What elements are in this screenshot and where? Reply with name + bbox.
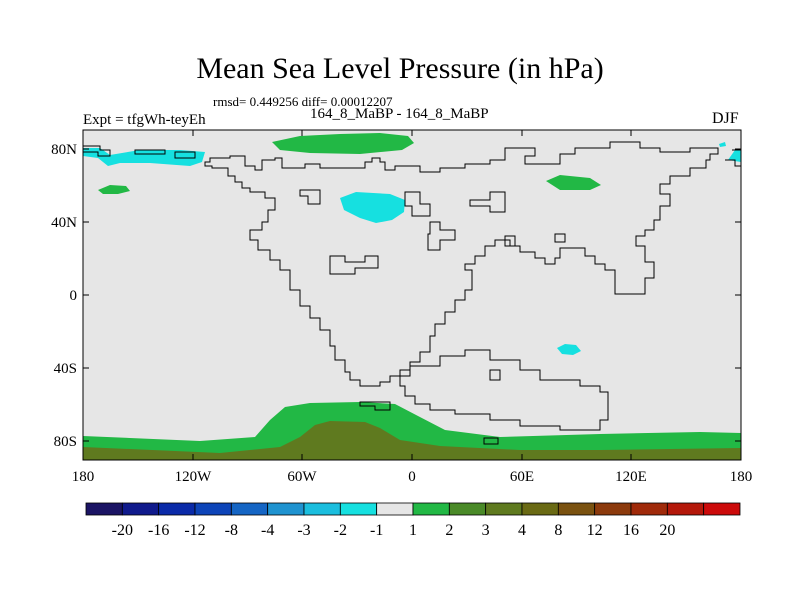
season-label: DJF (712, 110, 739, 127)
coastline-inner-5 (469, 191, 506, 213)
coastline-south-inner (489, 369, 501, 381)
green-anomaly-north (272, 133, 414, 154)
cyan-anomaly-east (728, 150, 741, 162)
colorbar-label: 4 (518, 522, 526, 539)
lon-label-60w: 60W (287, 469, 317, 485)
experiment-label: Expt = tfgWh-teyEh (83, 112, 206, 128)
colorbar-label: 16 (623, 522, 639, 539)
colorbar-swatch (85, 502, 123, 516)
coastline-inner-2 (404, 191, 431, 217)
colorbar-label: -2 (334, 522, 347, 539)
colorbar-label: -12 (184, 522, 205, 539)
coastline-inner-7 (554, 233, 566, 243)
pressure-anomaly-fills (83, 133, 741, 460)
lat-label-0: 0 (70, 288, 78, 304)
lon-label-180w: 180 (72, 469, 95, 485)
cyan-anomaly-south (557, 344, 581, 355)
colorbar-label: -8 (225, 522, 238, 539)
colorbar-swatch (666, 502, 705, 516)
lon-axis (82, 130, 742, 460)
lon-label-120e: 120E (615, 469, 647, 485)
colorbar-swatch (557, 502, 596, 516)
colorbar-swatch (412, 502, 450, 516)
lat-tick-labels: 80N 40N 0 40S 80S (51, 142, 77, 450)
colorbar-label: 2 (445, 522, 453, 539)
green-anomaly-south (83, 402, 741, 460)
coastline-inner-3 (329, 255, 379, 275)
colorbar-swatch (630, 502, 668, 516)
colorbar-swatch (339, 502, 378, 516)
coastline-arctic-3 (174, 151, 196, 159)
lat-label-80n: 80N (51, 142, 77, 158)
plot-title: Mean Sea Level Pressure (in hPa) (196, 52, 604, 85)
colorbar (85, 502, 741, 516)
coastline-inner-6 (504, 235, 516, 247)
colorbar-label: 3 (482, 522, 490, 539)
colorbar-swatch (230, 502, 269, 516)
colorbar-swatch (194, 502, 232, 516)
lat-axis (83, 148, 741, 442)
colorbar-swatch (376, 502, 414, 516)
stats-text: rmsd= 0.449256 diff= 0.00012207 (213, 94, 393, 109)
lon-label-0: 0 (408, 469, 416, 485)
colorbar-swatch (448, 502, 487, 516)
colorbar-label: -20 (112, 522, 133, 539)
cyan-anomaly-east-small (719, 142, 726, 147)
colorbar-swatch (485, 502, 523, 516)
coastline-arctic-2 (134, 149, 166, 155)
colorbar-swatch (521, 502, 559, 516)
colorbar-labels: -20 -16 -12 -8 -4 -3 -2 -1 1 2 3 4 8 12 16 20 (112, 522, 676, 539)
lon-tick-labels: 180 120W 60W 0 60E 120E 180 (72, 469, 753, 485)
coastline-south-island (359, 401, 391, 411)
map-background (83, 130, 741, 460)
colorbar-label: -3 (297, 522, 310, 539)
colorbar-swatch (703, 502, 741, 516)
colorbar-swatch (303, 502, 341, 516)
colorbar-swatch (121, 502, 160, 516)
colorbar-swatch (267, 502, 305, 516)
lat-label-40n: 40N (51, 215, 77, 231)
green-anomaly-northeast (546, 175, 601, 190)
coastlines (83, 141, 741, 445)
colorbar-swatch (594, 502, 632, 516)
colorbar-label: 20 (659, 522, 675, 539)
coastline-inner-4 (427, 221, 456, 251)
coastline-south (399, 349, 609, 431)
coastline-main (204, 141, 719, 387)
cyan-anomaly-central (340, 192, 405, 223)
coastline-arctic-1 (83, 145, 111, 157)
olive-anomaly-south (83, 421, 741, 460)
lon-label-60e: 60E (510, 469, 534, 485)
case-label: 164_8_MaBP - 164_8_MaBP (310, 106, 489, 122)
green-anomaly-northwest (98, 185, 130, 194)
colorbar-label: 1 (409, 522, 417, 539)
colorbar-label: -1 (370, 522, 383, 539)
colorbar-label: -4 (261, 522, 274, 539)
colorbar-label: 8 (554, 522, 562, 539)
lat-label-40s: 40S (54, 361, 77, 377)
colorbar-label: -16 (148, 522, 169, 539)
coastline-inner-1 (299, 189, 321, 205)
colorbar-label: 12 (587, 522, 603, 539)
lat-label-80s: 80S (54, 434, 77, 450)
colorbar-swatch (158, 502, 196, 516)
coastline-small-island (483, 437, 499, 445)
lon-label-180e: 180 (730, 469, 753, 485)
lon-label-120w: 120W (175, 469, 213, 485)
coastline-arctic-5 (725, 159, 741, 167)
